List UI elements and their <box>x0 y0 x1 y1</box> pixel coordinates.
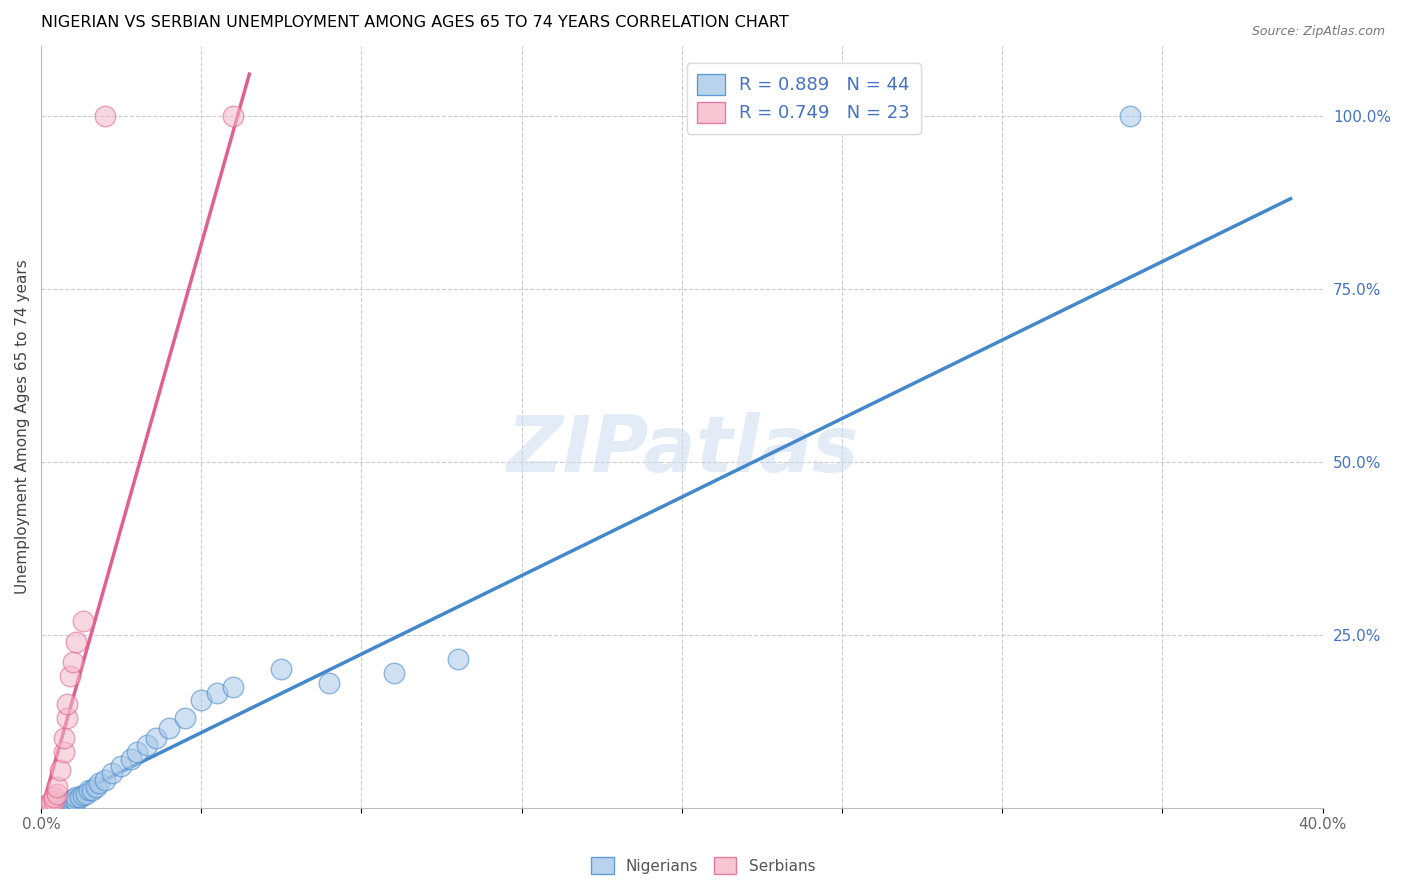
Point <box>37 798 59 813</box>
Point <box>222 680 245 694</box>
Point <box>77 783 100 797</box>
Point <box>39 800 62 814</box>
Point <box>94 772 117 787</box>
Point <box>49 797 72 812</box>
Point <box>42 794 65 808</box>
Point <box>42 790 65 805</box>
Point <box>135 739 157 753</box>
Point <box>37 797 59 812</box>
Point <box>190 693 212 707</box>
Point <box>382 665 405 680</box>
Point <box>30 800 52 814</box>
Point <box>157 721 180 735</box>
Text: ZIPatlas: ZIPatlas <box>506 412 858 488</box>
Point <box>52 800 75 814</box>
Point <box>318 676 340 690</box>
Point <box>46 780 69 794</box>
Point <box>34 799 56 814</box>
Point <box>52 745 75 759</box>
Point <box>72 789 94 803</box>
Point <box>1119 109 1142 123</box>
Point <box>42 800 65 814</box>
Point <box>52 797 75 812</box>
Point <box>62 795 84 809</box>
Legend: R = 0.889   N = 44, R = 0.749   N = 23: R = 0.889 N = 44, R = 0.749 N = 23 <box>686 63 921 134</box>
Point <box>65 634 87 648</box>
Point <box>82 783 104 797</box>
Point <box>55 797 77 812</box>
Point <box>39 800 62 814</box>
Text: NIGERIAN VS SERBIAN UNEMPLOYMENT AMONG AGES 65 TO 74 YEARS CORRELATION CHART: NIGERIAN VS SERBIAN UNEMPLOYMENT AMONG A… <box>41 15 789 30</box>
Point <box>49 763 72 777</box>
Point <box>65 790 87 805</box>
Point <box>46 800 69 814</box>
Point <box>59 669 82 683</box>
Point <box>222 109 245 123</box>
Y-axis label: Unemployment Among Ages 65 to 74 years: Unemployment Among Ages 65 to 74 years <box>15 260 30 594</box>
Point <box>37 800 59 814</box>
Point <box>120 752 142 766</box>
Point <box>69 790 91 805</box>
Legend: Nigerians, Serbians: Nigerians, Serbians <box>585 851 821 880</box>
Point <box>84 780 107 794</box>
Point <box>39 795 62 809</box>
Point <box>59 794 82 808</box>
Point <box>34 800 56 814</box>
Point <box>174 711 197 725</box>
Point <box>39 797 62 812</box>
Point <box>46 798 69 813</box>
Point <box>62 656 84 670</box>
Point <box>55 795 77 809</box>
Point <box>72 614 94 628</box>
Point <box>65 794 87 808</box>
Point <box>270 662 292 676</box>
Point <box>52 731 75 746</box>
Text: Source: ZipAtlas.com: Source: ZipAtlas.com <box>1251 25 1385 38</box>
Point <box>207 686 229 700</box>
Point <box>59 797 82 812</box>
Point <box>34 800 56 814</box>
Point <box>127 745 149 759</box>
Point <box>94 109 117 123</box>
Point <box>46 787 69 801</box>
Point <box>49 800 72 814</box>
Point <box>100 766 122 780</box>
Point <box>42 799 65 814</box>
Point <box>87 776 110 790</box>
Point <box>446 652 468 666</box>
Point <box>62 792 84 806</box>
Point <box>145 731 167 746</box>
Point <box>55 697 77 711</box>
Point <box>30 800 52 814</box>
Point <box>55 711 77 725</box>
Point <box>110 759 132 773</box>
Point <box>75 787 97 801</box>
